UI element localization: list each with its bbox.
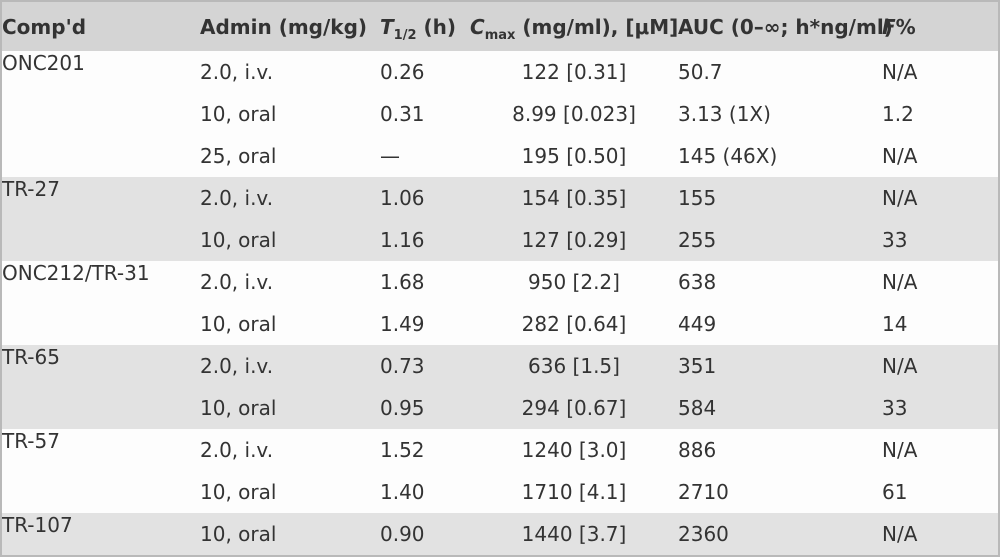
table-row: ONC212/TR-31 2.0, i.v. 1.68 950 [2.2] 638 N/A — [2, 261, 998, 303]
f-percent-cell: N/A — [882, 513, 998, 555]
cmax-cell: 1240 [3.0] — [521, 438, 627, 462]
t-half-cell: — — [380, 144, 400, 168]
admin-cell: 2.0, i.v. — [200, 270, 274, 294]
admin-cell: 10, oral — [200, 387, 380, 429]
cmax-cell: 154 [0.35] — [470, 177, 678, 219]
compound-cell: TR-107 — [2, 513, 200, 555]
compound-cell: ONC212/TR-31 — [2, 261, 150, 285]
cmax-cell: 1710 [4.1] — [521, 480, 627, 504]
auc-cell: 145 (46X) — [678, 144, 778, 168]
f-percent-cell: N/A — [882, 438, 918, 462]
t-half-cell: 1.40 — [380, 480, 425, 504]
admin-cell: 2.0, i.v. — [200, 345, 380, 387]
cmax-subscript: max — [484, 27, 516, 43]
table-row: TR-107 10, oral 0.90 1440 [3.7] 2360 N/A — [2, 513, 998, 555]
table-row: 10, oral 1.40 1710 [4.1] 2710 61 — [2, 471, 998, 513]
admin-cell: 2.0, i.v. — [200, 177, 380, 219]
cmax-cell: 282 [0.64] — [521, 312, 627, 336]
auc-cell: 2710 — [678, 480, 729, 504]
t-half-cell: 0.95 — [380, 387, 470, 429]
cmax-cell: 122 [0.31] — [521, 60, 627, 84]
cmax-cell: 294 [0.67] — [470, 387, 678, 429]
f-percent-cell: N/A — [882, 177, 998, 219]
admin-cell: 2.0, i.v. — [200, 438, 274, 462]
col-header-auc: AUC (0–∞; h*ng/ml) — [678, 2, 893, 51]
cmax-cell: 127 [0.29] — [470, 219, 678, 261]
t-half-cell: 0.26 — [380, 60, 425, 84]
f-percent-cell: 14 — [882, 312, 908, 336]
col-header-t-half: T1/2 (h) — [380, 2, 470, 51]
t-half-cell: 0.73 — [380, 345, 470, 387]
f-symbol: F — [882, 14, 896, 39]
t-half-cell: 0.31 — [380, 102, 425, 126]
admin-cell: 10, oral — [200, 312, 277, 336]
header-row: Comp'd Admin (mg/kg) T1/2 (h) Cmax (mg/m… — [2, 2, 998, 51]
cmax-cell: 1440 [3.7] — [470, 513, 678, 555]
auc-cell: 638 — [678, 270, 717, 294]
f-percent-cell: 61 — [882, 480, 908, 504]
auc-cell: 584 — [678, 387, 882, 429]
f-percent-sign: % — [895, 14, 916, 39]
t-half-symbol: T — [380, 14, 394, 39]
t-half-unit: (h) — [416, 14, 456, 39]
table-row: ONC201 2.0, i.v. 0.26 122 [0.31] 50.7 N/A — [2, 51, 998, 93]
admin-cell: 10, oral — [200, 513, 380, 555]
auc-cell: 351 — [678, 345, 882, 387]
cmax-cell: 950 [2.2] — [528, 270, 620, 294]
col-header-f-percent: F% — [882, 2, 998, 51]
f-percent-cell: 33 — [882, 219, 998, 261]
f-percent-cell: 1.2 — [882, 102, 914, 126]
auc-cell: 155 — [678, 177, 882, 219]
compound-cell: TR-65 — [2, 345, 200, 429]
t-half-cell: 1.06 — [380, 177, 470, 219]
auc-cell: 50.7 — [678, 60, 723, 84]
cmax-symbol: C — [470, 14, 485, 39]
auc-cell: 3.13 (1X) — [678, 102, 771, 126]
auc-cell: 886 — [678, 438, 717, 462]
auc-cell: 2360 — [678, 513, 882, 555]
f-percent-cell: N/A — [882, 270, 918, 294]
t-half-subscript: 1/2 — [393, 27, 417, 43]
t-half-cell: 1.68 — [380, 270, 425, 294]
f-percent-cell: N/A — [882, 144, 918, 168]
f-percent-cell: N/A — [882, 60, 918, 84]
compound-cell: ONC201 — [2, 51, 85, 75]
auc-cell: 255 — [678, 219, 882, 261]
t-half-cell: 1.52 — [380, 438, 425, 462]
table-row: 10, oral 1.16 127 [0.29] 255 33 — [2, 219, 998, 261]
cmax-cell: 636 [1.5] — [470, 345, 678, 387]
table-row: 10, oral 0.31 8.99 [0.023] 3.13 (1X) 1.2 — [2, 93, 998, 135]
auc-cell: 449 — [678, 312, 717, 336]
col-header-compound: Comp'd — [2, 2, 200, 51]
col-header-admin: Admin (mg/kg) — [200, 2, 380, 51]
admin-cell: 2.0, i.v. — [200, 60, 274, 84]
admin-cell: 10, oral — [200, 102, 277, 126]
table-row: TR-27 2.0, i.v. 1.06 154 [0.35] 155 N/A — [2, 177, 998, 261]
compound-cell: TR-57 — [2, 429, 60, 453]
compound-cell: TR-27 — [2, 177, 200, 261]
t-half-cell: 0.90 — [380, 513, 470, 555]
table-row: 10, oral 1.49 282 [0.64] 449 14 — [2, 303, 998, 345]
admin-cell: 25, oral — [200, 144, 277, 168]
cmax-unit: (mg/ml), [μM] — [515, 14, 679, 39]
table-row: TR-57 2.0, i.v. 1.52 1240 [3.0] 886 N/A — [2, 429, 998, 471]
t-half-cell: 1.49 — [380, 312, 425, 336]
admin-cell: 10, oral — [200, 219, 380, 261]
cmax-cell: 195 [0.50] — [521, 144, 627, 168]
t-half-cell: 1.16 — [380, 219, 470, 261]
table-row: TR-65 2.0, i.v. 0.73 636 [1.5] 351 N/A — [2, 345, 998, 429]
admin-cell: 10, oral — [200, 480, 277, 504]
cmax-cell: 8.99 [0.023] — [512, 102, 636, 126]
col-header-cmax: Cmax (mg/ml), [μM] — [470, 2, 678, 51]
f-percent-cell: 33 — [882, 387, 998, 429]
table-row: 25, oral — 195 [0.50] 145 (46X) N/A — [2, 135, 998, 177]
f-percent-cell: N/A — [882, 345, 998, 387]
table-row: 10, oral 0.95 294 [0.67] 584 33 — [2, 387, 998, 429]
